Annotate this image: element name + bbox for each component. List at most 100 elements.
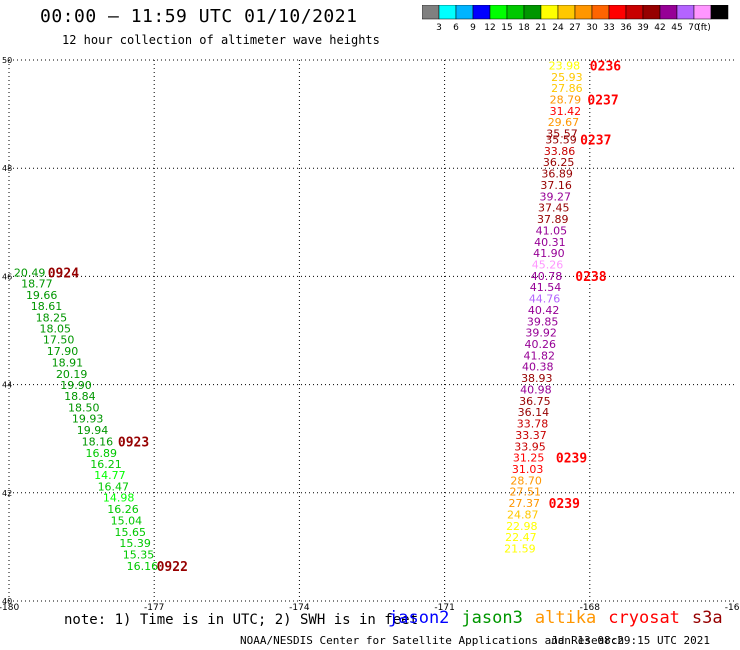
wave-height-value: 18.61 xyxy=(31,300,62,313)
footer-note: note: 1) Time is in UTC; 2) SWH is in fe… xyxy=(64,612,419,628)
wave-height-value: 33.78 xyxy=(517,418,549,431)
wave-height-value: 39.27 xyxy=(539,190,571,203)
y-tick-label: 44 xyxy=(2,381,12,390)
pass-time-label: 0238 xyxy=(575,270,606,285)
wave-height-value: 41.05 xyxy=(536,224,568,237)
legend-jason3: jason3 xyxy=(461,608,523,628)
colorbar-tick-label: 24 xyxy=(552,23,564,33)
colorbar-unit: (ft) xyxy=(697,23,711,33)
y-tick-label: 48 xyxy=(2,164,12,173)
wave-height-value: 27.86 xyxy=(551,82,583,95)
wave-height-value: 40.78 xyxy=(531,270,563,283)
colorbar-tick-label: 3 xyxy=(436,23,442,33)
colorbar-tick-label: 39 xyxy=(637,23,649,33)
wave-height-value: 37.16 xyxy=(540,179,572,192)
legend-s3a: s3a xyxy=(691,608,723,628)
colorbar-tick-label: 33 xyxy=(603,23,614,33)
wave-height-value: 18.50 xyxy=(68,401,100,414)
x-tick-label: -180 xyxy=(0,603,19,613)
wave-height-value: 19.93 xyxy=(72,413,104,426)
x-tick-label: -171 xyxy=(434,603,454,613)
wave-height-value: 16.26 xyxy=(107,503,139,516)
colorbar-tick-label: 42 xyxy=(654,23,665,33)
pass-time-label: 0236 xyxy=(590,59,621,74)
wave-height-value: 19.94 xyxy=(77,424,109,437)
wave-height-value: 37.89 xyxy=(537,213,569,226)
colorbar-tick-label: 9 xyxy=(470,23,476,33)
pass-time-label: 0923 xyxy=(118,435,149,450)
wave-height-value: 19.66 xyxy=(26,289,58,302)
wave-height-value: 28.70 xyxy=(510,474,542,487)
wave-height-value: 44.76 xyxy=(529,293,561,306)
y-tick-label: 50 xyxy=(2,56,12,65)
wave-height-value: 31.42 xyxy=(550,105,582,118)
colorbar-tick-label: 18 xyxy=(518,23,530,33)
wave-height-value: 41.90 xyxy=(533,247,565,260)
wave-height-value: 33.95 xyxy=(514,440,546,453)
wave-height-value: 35.59 xyxy=(545,134,577,147)
wave-height-value: 39.92 xyxy=(525,327,557,340)
wave-height-value: 15.39 xyxy=(119,537,150,550)
wave-height-value: 22.98 xyxy=(506,520,538,533)
wave-height-value: 23.98 xyxy=(549,59,581,72)
pass-time-label: 0239 xyxy=(549,497,580,512)
wave-height-value: 40.31 xyxy=(534,236,566,249)
wave-height-value: 18.84 xyxy=(64,390,96,403)
wave-height-value: 16.89 xyxy=(85,447,117,460)
color-scale-bar: 3 6 9 12 15 18 21 24 27 30 33 36 39 42 45 70(ft) xyxy=(422,5,729,33)
wave-height-value: 22.47 xyxy=(505,531,536,544)
wave-height-value: 18.77 xyxy=(21,277,52,290)
colorbar-tick-label: 15 xyxy=(501,23,512,33)
colorbar-tick-label: 30 xyxy=(586,23,598,33)
wave-height-value: 20.49 xyxy=(14,267,46,280)
wave-height-value: 25.93 xyxy=(551,71,583,84)
wave-height-value: 24.87 xyxy=(507,508,539,521)
wave-height-value: 29.67 xyxy=(548,116,580,129)
wave-height-value: 33.37 xyxy=(515,429,547,442)
colorbar-swatch xyxy=(710,5,729,20)
wave-height-value: 15.65 xyxy=(115,526,146,539)
wave-height-value: 15.35 xyxy=(123,548,154,561)
pass-time-label: 0922 xyxy=(157,560,188,575)
wave-height-value: 15.04 xyxy=(111,514,143,527)
wave-height-value: 14.98 xyxy=(103,492,135,505)
legend-jason2: jason2 xyxy=(388,608,450,628)
wave-height-value: 36.89 xyxy=(541,168,573,181)
wave-height-value: 36.75 xyxy=(519,395,551,408)
wave-height-value: 45.26 xyxy=(532,258,564,271)
y-tick-label: 40 xyxy=(2,597,12,606)
wave-height-value: 41.54 xyxy=(530,281,562,294)
wave-height-value: 20.19 xyxy=(56,368,88,381)
wave-height-value: 40.42 xyxy=(528,304,560,317)
pass-time-label: 0239 xyxy=(556,452,587,467)
wave-height-value: 40.26 xyxy=(524,338,556,351)
wave-height-value: 41.82 xyxy=(523,349,555,362)
wave-height-value: 37.45 xyxy=(538,202,570,215)
chart-subtitle: 12 hour collection of altimeter wave hei… xyxy=(62,33,380,47)
wave-height-value: 27.37 xyxy=(508,497,540,510)
wave-height-value: 14.77 xyxy=(94,469,126,482)
colorbar-tick-label: 6 xyxy=(453,23,459,33)
x-tick-label: -165 xyxy=(725,603,740,613)
wave-height-value: 39.85 xyxy=(527,315,559,328)
wave-height-value: 18.25 xyxy=(36,312,67,325)
wave-height-value: 28.79 xyxy=(550,93,582,106)
x-tick-label: -177 xyxy=(144,603,164,613)
wave-height-value: 17.50 xyxy=(43,334,75,347)
wave-height-value: 18.05 xyxy=(39,322,71,335)
colorbar-tick-label: 36 xyxy=(620,23,632,33)
wave-height-value: 36.25 xyxy=(543,156,575,169)
x-tick-label: -168 xyxy=(580,603,601,613)
wave-height-value: 16.21 xyxy=(90,458,122,471)
chart-title: 00:00 – 11:59 UTC 01/10/2021 xyxy=(40,6,358,27)
y-tick-label: 42 xyxy=(2,489,12,498)
credit-text: NOAA/NESDIS Center for Satellite Applica… xyxy=(240,634,625,647)
legend-altika: altika xyxy=(534,608,597,628)
wave-height-value: 16.47 xyxy=(98,480,129,493)
wave-height-value: 27.51 xyxy=(509,486,541,499)
wave-height-value: 18.91 xyxy=(52,356,83,369)
wave-height-value: 40.98 xyxy=(520,383,552,396)
wave-height-value: 36.14 xyxy=(518,406,550,419)
pass-time-label: 0237 xyxy=(587,93,618,108)
